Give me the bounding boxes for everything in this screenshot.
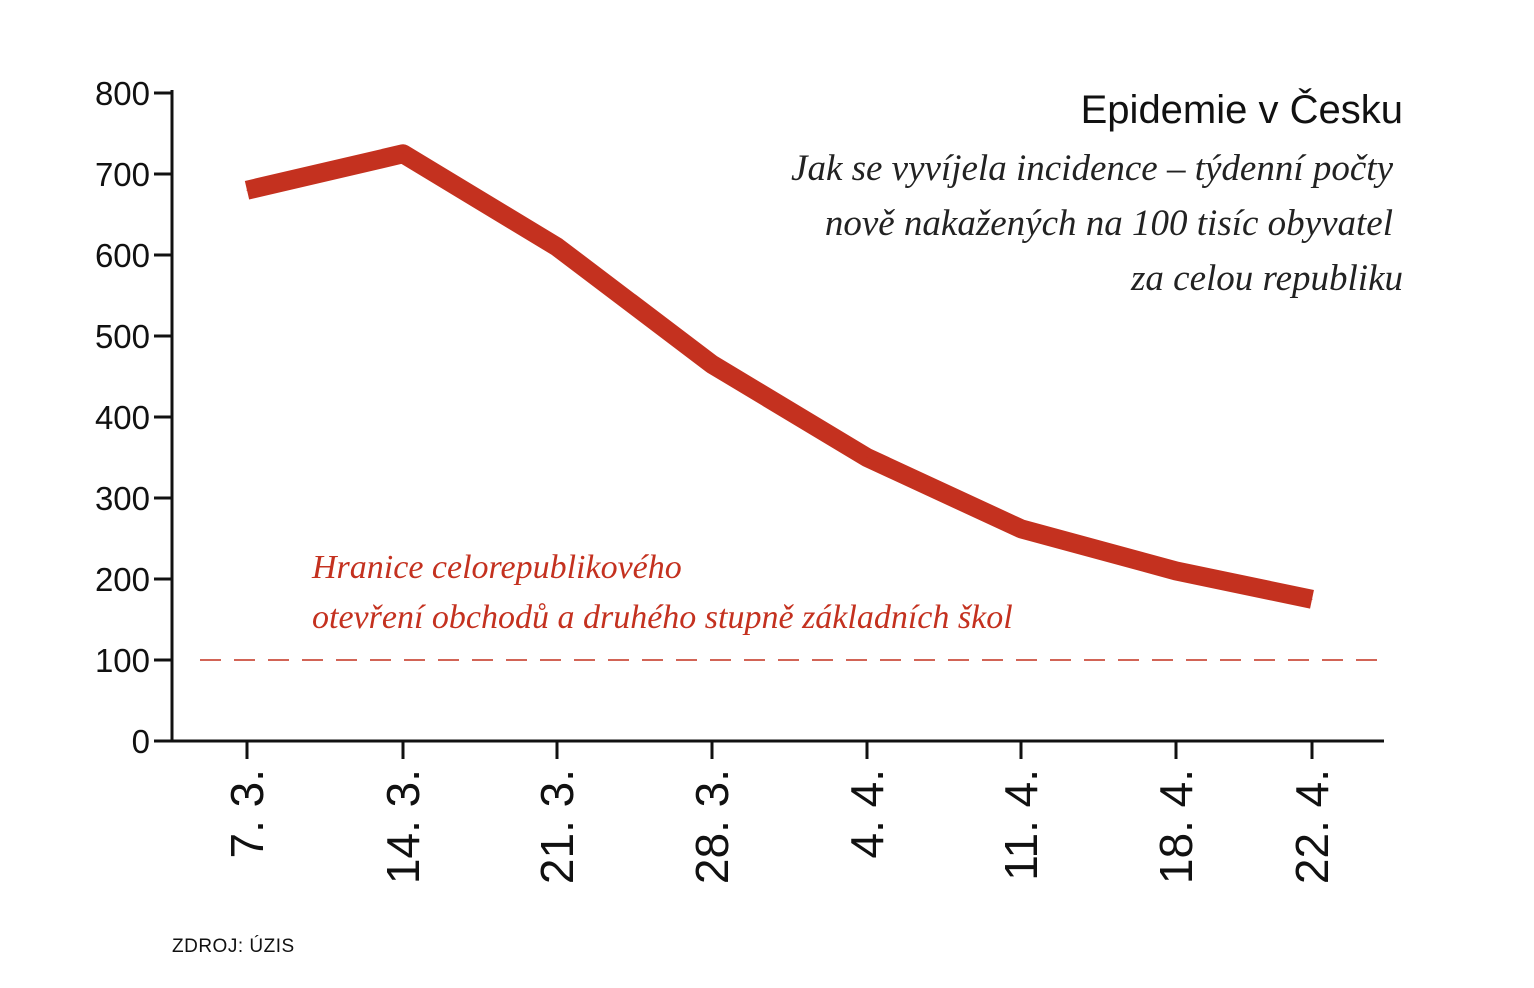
series-line-0: [244, 144, 1314, 609]
data-point-5: [1020, 528, 1022, 530]
reference-label-line-2: otevření obchodů a druhého stupně základ…: [312, 599, 1013, 636]
y-tick-label-400: 400: [95, 399, 150, 436]
chart-subtitle-line-1: Jak se vyvíjela incidence – týdenní počt…: [791, 148, 1394, 189]
source-note: ZDROJ: ÚZIS: [172, 935, 295, 957]
x-tick-label-2: 21. 3.: [531, 769, 583, 884]
data-point-7: [1311, 598, 1313, 600]
data-point-4: [866, 457, 868, 458]
y-tick-label-300: 300: [95, 480, 150, 517]
y-axis-ticks: 0 100 200 300 400 500 600 700 800: [95, 75, 172, 760]
chart-title: Epidemie v Česku: [1081, 87, 1403, 132]
reference-label-line-1: Hranice celorepublikového: [311, 549, 682, 586]
data-point-3: [711, 363, 713, 365]
x-tick-label-6: 18. 4.: [1150, 769, 1202, 884]
y-tick-label-0: 0: [132, 723, 150, 760]
data-point-0: [246, 189, 248, 191]
y-tick-label-600: 600: [95, 237, 150, 274]
data-point-6: [1175, 570, 1177, 572]
y-tick-label-800: 800: [95, 75, 150, 112]
x-tick-label-7: 22. 4.: [1286, 769, 1338, 884]
x-tick-label-4: 4. 4.: [841, 769, 893, 859]
y-tick-label-700: 700: [95, 156, 150, 193]
y-tick-label-500: 500: [95, 318, 150, 355]
y-tick-label-200: 200: [95, 561, 150, 598]
series-group: [244, 144, 1314, 609]
x-tick-label-0: 7. 3.: [221, 769, 273, 859]
y-tick-label-100: 100: [95, 642, 150, 679]
x-tick-label-1: 14. 3.: [377, 769, 429, 884]
x-tick-label-3: 28. 3.: [686, 769, 738, 884]
data-point-1: [402, 153, 404, 155]
chart-subtitle-line-3: za celou republiku: [1130, 258, 1403, 299]
x-axis-ticks: 7. 3. 14. 3. 21. 3. 28. 3. 4. 4. 11. 4. 18. 4.…: [221, 741, 1338, 884]
chart-subtitle-line-2: nově nakažených na 100 tisíc obyvatel: [825, 203, 1393, 244]
data-point-2: [556, 246, 558, 248]
x-tick-label-5: 11. 4.: [995, 769, 1047, 881]
